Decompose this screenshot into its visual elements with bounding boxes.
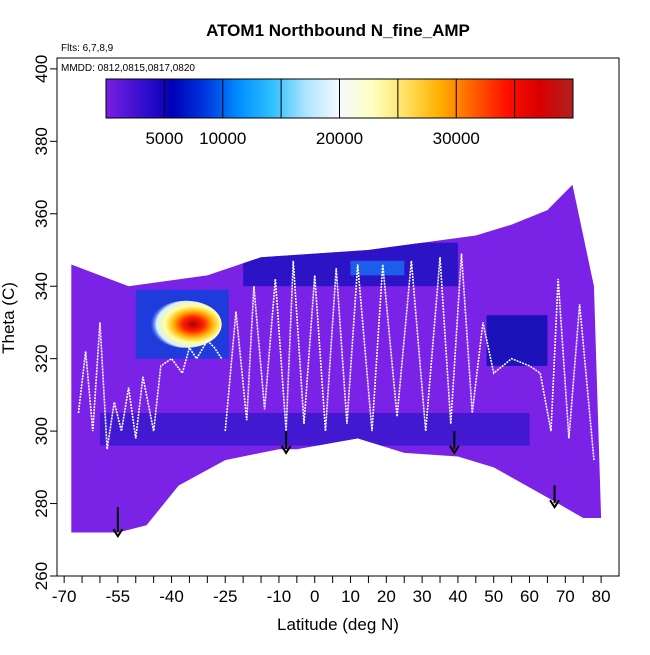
high-value-region [486,315,548,366]
colorbar-tick-label: 20000 [316,129,363,148]
arrow-head [448,445,460,455]
x-tick-label: -70 [52,587,77,606]
arrow-head [280,445,292,455]
arrow-marker [112,507,124,539]
y-tick-label: 400 [32,55,51,83]
x-axis-label: Latitude (deg N) [277,615,399,634]
x-tick-label: 60 [520,587,539,606]
x-tick-label: 40 [448,587,467,606]
x-axis: -70 -55 -40 -25 -10 0 10 20 30 40 50 60 70 80 [52,576,611,606]
arrow-head [549,499,560,510]
chart-title: ATOM1 Northbound N_fine_AMP [206,21,470,40]
arrow-markers [112,431,560,539]
x-tick-label: 80 [592,587,611,606]
y-tick-label: 340 [32,272,51,300]
profile-line [224,253,595,461]
flights-label: Flts: 6,7,8,9 [61,43,114,54]
dates-label: MMDD: 0812,0815,0817,0820 [61,63,195,74]
colorbar-tick-label: 10000 [199,129,246,148]
flight-profiles [77,253,595,461]
x-tick-label: 10 [341,587,360,606]
colorbar-tick-label: 5000 [145,129,183,148]
y-tick-label: 380 [32,127,51,155]
y-axis: 260 280 300 320 340 360 380 400 [32,55,57,590]
x-tick-label: 30 [413,587,432,606]
colorbar: 5000 10000 20000 30000 [105,78,574,148]
profile-line [77,322,223,450]
arrow-marker [448,431,460,455]
x-tick-label: 20 [377,587,396,606]
y-axis-label: Theta (C) [0,282,18,354]
x-tick-label: -40 [159,587,184,606]
x-tick-label: 0 [310,587,319,606]
x-tick-label: -10 [267,587,292,606]
concentration-hotspot [150,300,222,348]
y-tick-label: 280 [32,489,51,517]
arrow-marker [549,485,560,510]
y-tick-label: 300 [32,417,51,445]
arrow-marker [280,431,292,455]
high-value-region [350,260,405,276]
x-tick-label: -55 [106,587,131,606]
heatmap-field [71,184,602,533]
field-structures [99,242,548,446]
y-tick-label: 260 [32,562,51,590]
arrow-head [112,528,124,539]
x-tick-label: -25 [213,587,238,606]
x-tick-label: 50 [484,587,503,606]
high-value-region [99,412,530,446]
y-tick-label: 320 [32,344,51,372]
colorbar-tick-label: 30000 [433,129,480,148]
x-tick-label: 70 [556,587,575,606]
y-tick-label: 360 [32,200,51,228]
plot-frame [56,57,620,577]
